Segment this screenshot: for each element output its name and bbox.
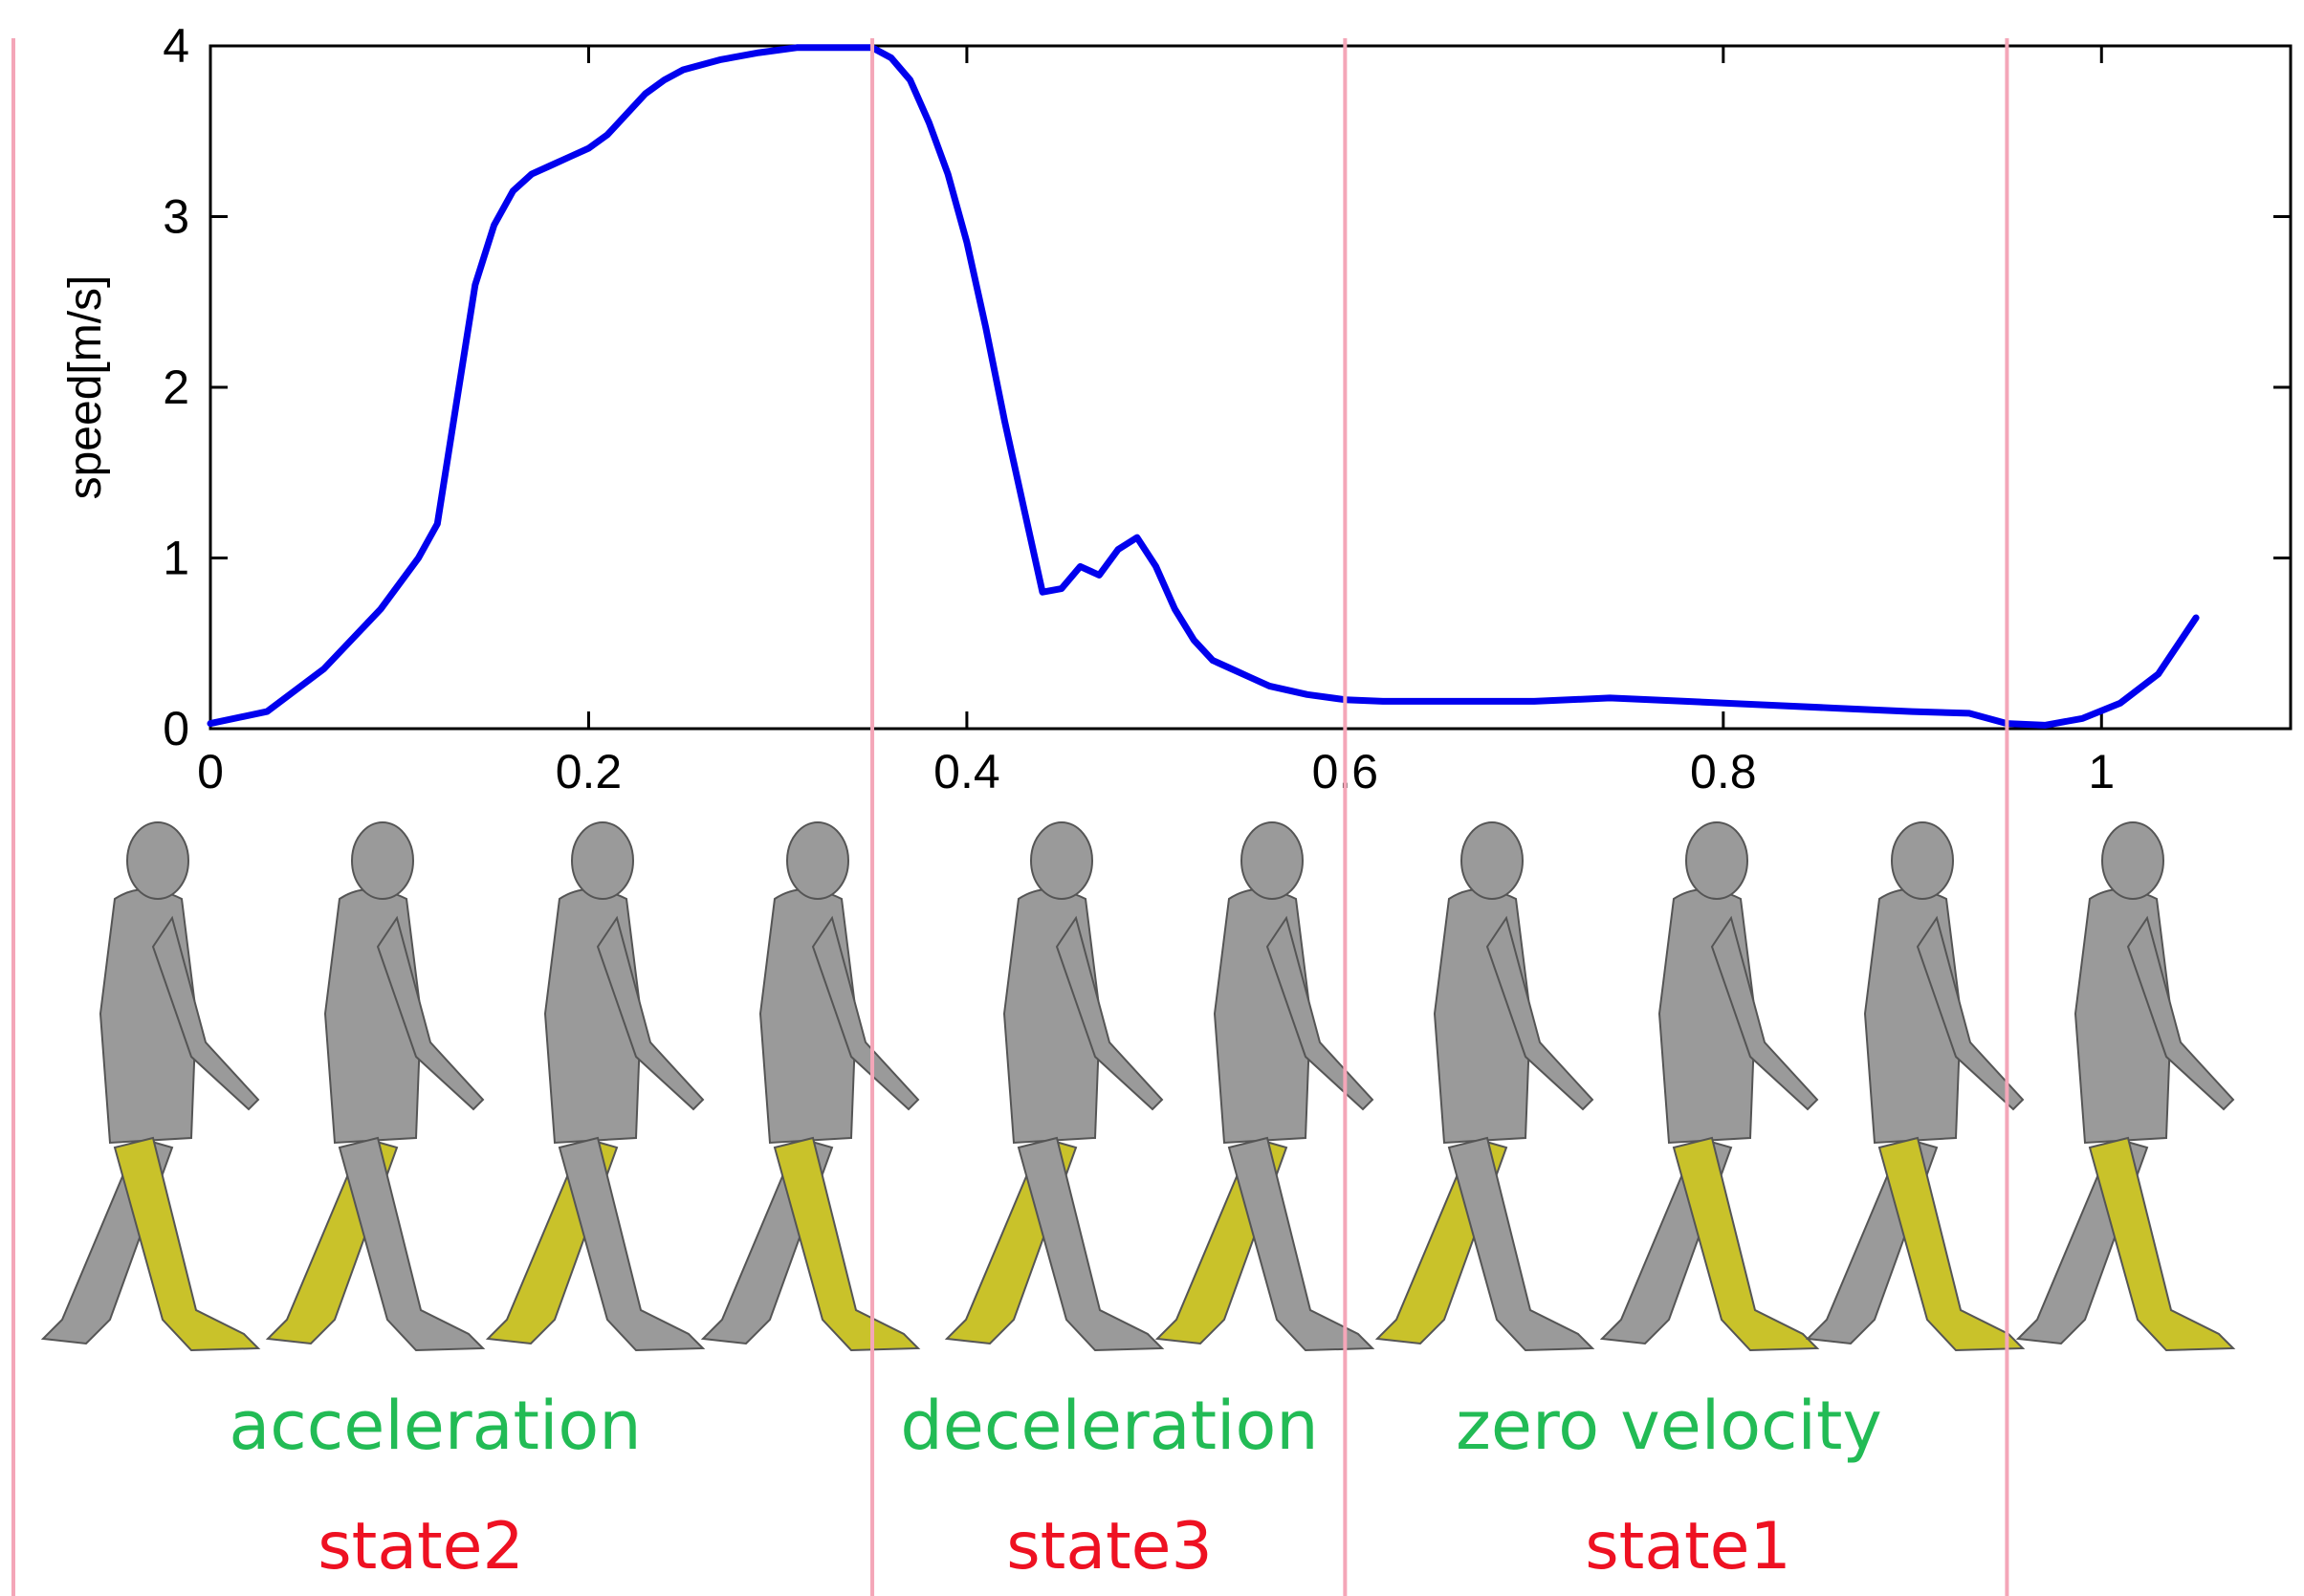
phase-label-zero-velocity: zero velocity [1456,1387,1882,1465]
walking-figure [1154,821,1375,1352]
phase-label-deceleration: deceleration [900,1387,1318,1465]
x-tick-label: 0.8 [1690,745,1757,798]
walking-figure [485,821,706,1352]
walking-figure [944,821,1165,1352]
axes-frame [208,44,2293,731]
leg-front [1017,1136,1165,1352]
leg-front [338,1136,486,1352]
leg-front [1447,1136,1595,1352]
arm [596,915,705,1111]
head [1030,821,1093,900]
leg-front [558,1136,706,1352]
y-tick-label: 0 [163,702,189,755]
state-label-state1: state1 [1585,1509,1791,1585]
walking-figure [1599,821,1820,1352]
arm [1710,915,1819,1111]
leg-front [1877,1136,2026,1352]
arm [1265,915,1374,1111]
head [126,821,189,900]
phase-dividers [11,38,2009,1596]
walking-figure [1805,821,2026,1352]
y-tick-label: 2 [163,361,189,414]
arm [376,915,485,1111]
head [786,821,849,900]
phase-label-acceleration: acceleration [229,1387,641,1465]
state-label-state2: state2 [318,1509,524,1585]
head [1891,821,1954,900]
phase-labels: acceleration deceleration zero velocity … [229,1387,1881,1585]
leg-front [1672,1136,1820,1352]
arm [811,915,920,1111]
walking-figure [265,821,486,1352]
arm [1485,915,1594,1111]
leg-front [2088,1136,2236,1352]
leg-front [113,1136,261,1352]
leg-front [1227,1136,1375,1352]
head [2101,821,2164,900]
walking-figures [40,821,2236,1352]
y-axis-label: speed[m/s] [60,275,111,500]
state-label-state3: state3 [1006,1509,1213,1585]
y-tick-label: 1 [163,532,189,585]
head [1240,821,1304,900]
x-tick-label: 0.2 [556,745,623,798]
arm [2126,915,2235,1111]
arm [1055,915,1164,1111]
head [1685,821,1748,900]
walking-figure [40,821,261,1352]
x-tick-label: 1 [2088,745,2115,798]
head [571,821,634,900]
x-tick-label: 0 [197,745,224,798]
y-tick-label: 3 [163,190,189,244]
speed-series-line [207,44,2200,729]
arm [151,915,260,1111]
walking-figure [1374,821,1595,1352]
walking-figure [2015,821,2236,1352]
x-tick-label: 0.4 [933,745,1000,798]
y-tick-label: 4 [163,19,189,73]
arm [1916,915,2025,1111]
leg-front [773,1136,921,1352]
head [1460,821,1524,900]
head [351,821,414,900]
walking-figure [700,821,921,1352]
